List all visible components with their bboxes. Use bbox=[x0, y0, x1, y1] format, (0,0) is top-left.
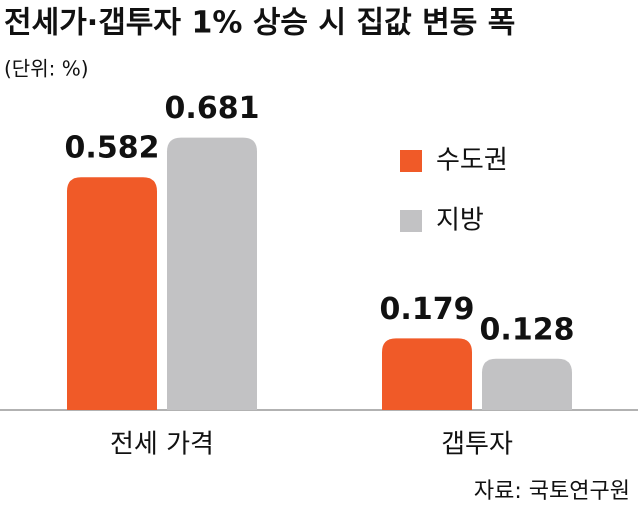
bar bbox=[382, 338, 472, 410]
x-tick-label: 전세 가격 bbox=[110, 430, 214, 460]
value-label: 0.179 bbox=[380, 292, 475, 327]
chart-title: 전세가·갭투자 1% 상승 시 집값 변동 폭 bbox=[4, 6, 515, 41]
legend-swatch bbox=[400, 210, 422, 232]
bar bbox=[167, 137, 257, 410]
value-label: 0.582 bbox=[65, 131, 160, 166]
source: 자료: 국토연구원 bbox=[474, 479, 630, 504]
legend-swatch bbox=[400, 150, 422, 172]
value-label: 0.681 bbox=[165, 91, 260, 126]
x-tick-label: 갭투자 bbox=[441, 430, 513, 460]
legend-label: 지방 bbox=[436, 206, 484, 236]
chart-subtitle: (단위: %) bbox=[4, 57, 89, 81]
legend-label: 수도권 bbox=[436, 146, 508, 176]
bar bbox=[482, 358, 572, 410]
bar bbox=[67, 177, 157, 410]
value-label: 0.128 bbox=[480, 312, 575, 347]
